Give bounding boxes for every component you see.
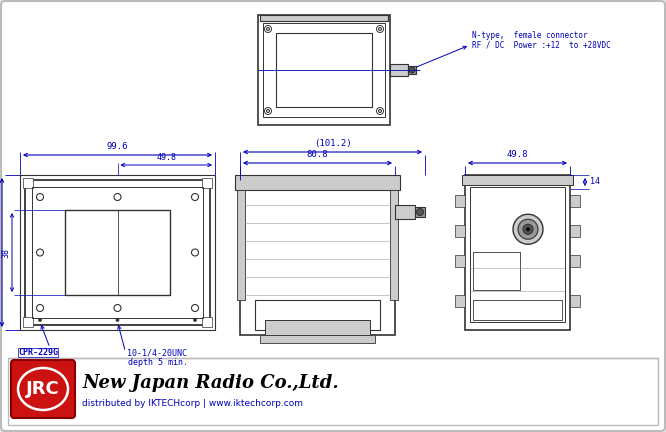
Text: 38: 38 (1, 248, 10, 257)
Bar (462, 175, 573, 185)
Bar (258, 15, 390, 125)
Bar (202, 178, 212, 188)
Circle shape (264, 25, 272, 32)
Circle shape (266, 109, 270, 112)
Bar (32, 187, 203, 318)
Bar (255, 300, 380, 330)
Bar (202, 317, 212, 327)
Circle shape (39, 318, 41, 321)
Bar (235, 175, 400, 190)
Circle shape (376, 25, 384, 32)
Text: 49.8: 49.8 (507, 150, 528, 159)
Bar (408, 66, 416, 74)
Text: 10-1/4-20UNC: 10-1/4-20UNC (127, 348, 188, 357)
Bar (240, 185, 395, 335)
Circle shape (37, 249, 43, 256)
Bar (65, 210, 170, 295)
Bar (570, 255, 580, 267)
Text: N-type,  female connector: N-type, female connector (472, 31, 587, 40)
Circle shape (518, 219, 538, 239)
Bar (465, 175, 570, 330)
Text: 14: 14 (590, 178, 600, 187)
Circle shape (192, 305, 198, 311)
Bar (276, 33, 372, 107)
Circle shape (114, 194, 121, 200)
Circle shape (513, 214, 543, 244)
Bar (25, 180, 210, 325)
Bar (237, 190, 245, 300)
Bar (23, 317, 33, 327)
Bar (455, 225, 465, 237)
Circle shape (526, 227, 530, 231)
Bar (455, 195, 465, 207)
Bar (263, 23, 385, 117)
Text: distributed by IKTECHcorp | www.iktechcorp.com: distributed by IKTECHcorp | www.iktechco… (82, 398, 303, 407)
Text: New Japan Radio Co.,Ltd.: New Japan Radio Co.,Ltd. (82, 374, 338, 392)
Text: depth 5 min.: depth 5 min. (127, 358, 188, 367)
Circle shape (416, 209, 424, 216)
Text: 99.6: 99.6 (107, 142, 129, 151)
Bar (570, 225, 580, 237)
Circle shape (266, 28, 270, 31)
Text: RF / DC  Power :+12  to +28VDC: RF / DC Power :+12 to +28VDC (472, 41, 611, 50)
Circle shape (194, 318, 196, 321)
Circle shape (192, 249, 198, 256)
Circle shape (114, 305, 121, 311)
FancyBboxPatch shape (11, 360, 75, 418)
Circle shape (192, 194, 198, 200)
Bar (470, 187, 565, 322)
Bar (260, 15, 388, 21)
Bar (265, 320, 370, 335)
Text: CPR-229G: CPR-229G (18, 348, 58, 357)
Circle shape (37, 194, 43, 200)
Circle shape (376, 108, 384, 114)
Bar (473, 252, 520, 290)
Text: 80.8: 80.8 (307, 150, 328, 159)
Circle shape (378, 28, 382, 31)
Bar (395, 205, 415, 219)
Circle shape (409, 67, 415, 73)
Bar (473, 300, 562, 320)
Circle shape (523, 224, 533, 234)
Circle shape (264, 108, 272, 114)
Bar (260, 335, 375, 343)
Bar (570, 195, 580, 207)
Bar (390, 64, 408, 76)
Text: (101.2): (101.2) (314, 139, 351, 148)
Bar (20, 175, 215, 330)
Bar (390, 190, 398, 300)
Bar (570, 295, 580, 307)
Bar (415, 207, 425, 217)
Circle shape (37, 305, 43, 311)
Bar (23, 178, 33, 188)
Bar (455, 295, 465, 307)
Text: JRC: JRC (26, 380, 60, 398)
Text: 49.8: 49.8 (157, 153, 176, 162)
Bar (8, 358, 658, 425)
Circle shape (378, 109, 382, 112)
Circle shape (116, 318, 119, 321)
Bar (455, 255, 465, 267)
